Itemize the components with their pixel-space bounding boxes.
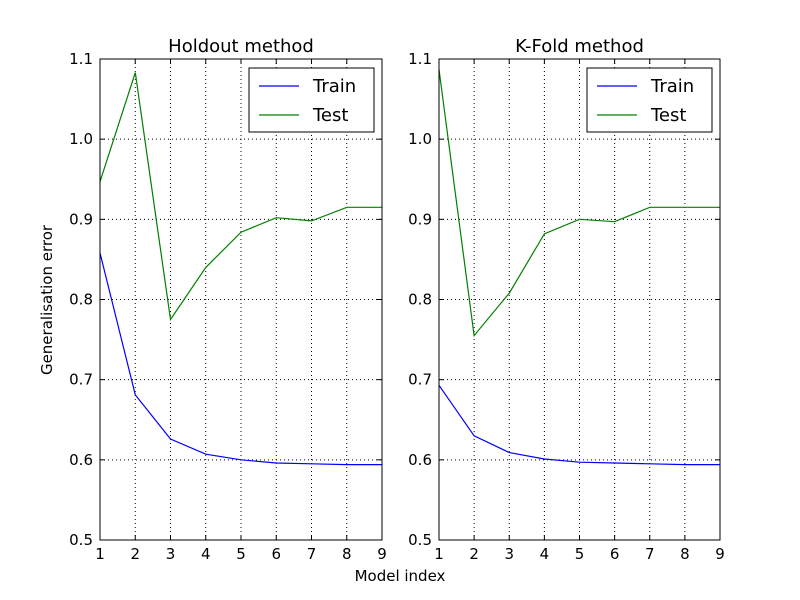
series-line-test	[99, 72, 382, 322]
y-tick-label: 0.8	[69, 291, 93, 309]
x-tick-label: 1	[95, 545, 105, 563]
x-tick-label: 8	[680, 545, 690, 563]
legend-label-train: Train	[312, 76, 356, 97]
series-line-test	[438, 69, 720, 338]
chart-panel-1: 1 2 3 4 5 6 7 8 9 0.5 0.6 0.7 0.8 0.9 1.0 1.1 Holdout me…	[69, 36, 387, 563]
x-tick-label: 5	[575, 545, 585, 563]
y-tick-label: 0.6	[408, 451, 432, 469]
x-tick-label: 3	[166, 545, 176, 563]
x-tick-label: 2	[130, 545, 140, 563]
y-tick-label: 0.7	[69, 371, 93, 389]
x-tick-label: 1	[434, 545, 444, 563]
legend-box	[248, 67, 375, 133]
series-line-train	[438, 384, 720, 466]
y-tick-label: 0.9	[408, 210, 432, 228]
y-axis-label: Generalisation error	[38, 224, 56, 375]
x-tick-label: 4	[201, 545, 211, 563]
x-tick-label: 2	[469, 545, 479, 563]
x-tick-label: 7	[645, 545, 655, 563]
y-tick-label: 1.1	[408, 50, 432, 68]
legend-label-train: Train	[650, 76, 694, 97]
charts: 1 2 3 4 5 6 7 8 9 0.5 0.6 0.7 0.8 0.9 1.0 1.1 Holdout me…	[69, 36, 725, 563]
y-tick-label: 1.0	[408, 130, 432, 148]
x-tick-label: 5	[236, 545, 246, 563]
y-tick-label: 1.0	[69, 130, 93, 148]
series-line-train	[99, 252, 382, 466]
y-tick-label: 0.8	[408, 291, 432, 309]
chart-title: Holdout method	[168, 36, 314, 57]
x-tick-label: 6	[271, 545, 281, 563]
chart-panel-2: 1 2 3 4 5 6 7 8 9 0.5 0.6 0.7 0.8 0.9 1.0 1.1 K-Fold met…	[408, 36, 725, 563]
x-tick-label: 6	[610, 545, 620, 563]
y-tick-label: 0.5	[69, 531, 93, 549]
legend-label-test: Test	[312, 105, 348, 126]
chart-title: K-Fold method	[515, 36, 644, 57]
x-axis-label: Model index	[355, 567, 446, 585]
x-tick-label: 4	[540, 545, 550, 563]
x-tick-label: 9	[715, 545, 725, 563]
legend-box	[586, 67, 713, 133]
x-tick-label: 7	[307, 545, 317, 563]
y-tick-label: 0.7	[408, 371, 432, 389]
y-tick-label: 0.6	[69, 451, 93, 469]
legend-label-test: Test	[650, 105, 686, 126]
y-tick-label: 1.1	[69, 50, 93, 68]
x-tick-label: 8	[342, 545, 352, 563]
x-tick-label: 3	[504, 545, 514, 563]
y-tick-label: 0.9	[69, 210, 93, 228]
x-tick-label: 9	[377, 545, 387, 563]
y-tick-label: 0.5	[408, 531, 432, 549]
